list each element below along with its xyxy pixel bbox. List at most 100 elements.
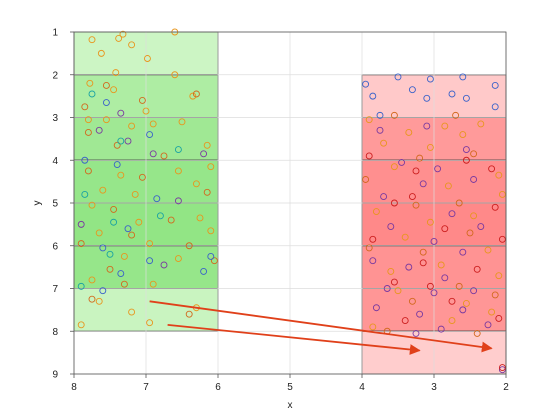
x-tick-label: 6 bbox=[215, 382, 221, 393]
data-point-orange bbox=[88, 36, 96, 44]
data-point-dark_orange bbox=[128, 231, 136, 239]
data-point-red bbox=[426, 282, 434, 290]
data-point-dark_orange bbox=[113, 141, 121, 149]
data-point-dark_orange bbox=[106, 265, 114, 273]
data-point-red bbox=[419, 259, 427, 267]
data-point-orange bbox=[459, 131, 467, 139]
data-point-dark_orange bbox=[81, 103, 89, 111]
data-point-dark_orange bbox=[455, 199, 463, 207]
data-point-orange bbox=[77, 321, 85, 329]
data-point-orange bbox=[365, 116, 373, 124]
data-point-orange bbox=[119, 30, 127, 38]
data-point-orange bbox=[441, 122, 449, 130]
data-point-orange bbox=[142, 107, 150, 115]
data-point-red bbox=[462, 156, 470, 164]
data-point-orange bbox=[426, 143, 434, 151]
data-point-orange bbox=[131, 190, 139, 198]
data-point-dark_orange bbox=[408, 297, 416, 305]
x-tick-label: 7 bbox=[143, 382, 149, 393]
data-point-purple bbox=[369, 257, 377, 265]
data-point-purple bbox=[77, 220, 85, 228]
data-point-orange bbox=[203, 141, 211, 149]
x-axis-title: x bbox=[288, 400, 293, 411]
x-tick-label: 4 bbox=[359, 382, 365, 393]
data-point-purple bbox=[462, 146, 470, 154]
data-point-dark_orange bbox=[120, 280, 128, 288]
data-point-purple bbox=[416, 310, 424, 318]
data-point-orange bbox=[115, 34, 123, 42]
data-point-purple bbox=[149, 150, 157, 158]
y-tick-label: 3 bbox=[52, 113, 58, 124]
data-point-orange bbox=[372, 208, 380, 216]
data-point-blue bbox=[124, 225, 132, 233]
data-point-purple bbox=[459, 248, 467, 256]
y-tick-label: 5 bbox=[52, 199, 58, 210]
data-point-dark_orange bbox=[110, 205, 118, 213]
data-point-orange bbox=[86, 79, 94, 87]
data-point-purple bbox=[484, 321, 492, 329]
data-point-blue bbox=[369, 92, 377, 100]
data-point-dark_orange bbox=[470, 150, 478, 158]
data-point-red bbox=[498, 235, 506, 243]
y-tick-label: 2 bbox=[52, 70, 58, 81]
data-point-dark_orange bbox=[160, 152, 168, 160]
data-point-blue bbox=[423, 94, 431, 102]
data-point-blue bbox=[81, 156, 89, 164]
data-point-blue bbox=[376, 111, 384, 119]
x-tick-label: 3 bbox=[431, 382, 437, 393]
data-point-orange bbox=[192, 180, 200, 188]
data-point-purple bbox=[372, 304, 380, 312]
data-point-orange bbox=[128, 308, 136, 316]
data-point-purple bbox=[459, 306, 467, 314]
data-point-dark_orange bbox=[84, 129, 92, 136]
arrow-1 bbox=[149, 300, 493, 353]
data-point-blue bbox=[117, 270, 125, 277]
data-point-purple bbox=[405, 263, 413, 271]
data-point-purple bbox=[419, 180, 427, 188]
data-point-teal bbox=[88, 90, 96, 98]
data-point-orange bbox=[88, 276, 96, 284]
y-axis-title: y bbox=[32, 201, 43, 206]
x-tick-label: 8 bbox=[71, 382, 77, 393]
data-point-red bbox=[495, 314, 503, 322]
data-point-blue bbox=[491, 103, 499, 111]
data-point-red bbox=[491, 203, 499, 211]
data-point-blue bbox=[200, 267, 208, 275]
y-tick-label: 4 bbox=[52, 156, 58, 167]
data-point-dark_orange bbox=[88, 295, 96, 303]
data-point-orange bbox=[128, 122, 136, 130]
data-point-purple bbox=[174, 197, 182, 205]
data-point-blue bbox=[113, 161, 121, 168]
data-point-orange bbox=[207, 163, 215, 171]
data-point-dark_orange bbox=[416, 154, 424, 162]
data-point-orange bbox=[477, 120, 485, 128]
y-tick-label: 8 bbox=[52, 327, 58, 338]
data-point-dark_orange bbox=[473, 329, 481, 337]
data-point-blue bbox=[426, 75, 434, 83]
data-point-orange bbox=[401, 233, 409, 241]
data-point-purple bbox=[380, 193, 388, 201]
data-point-teal bbox=[174, 146, 182, 154]
data-point-dark_orange bbox=[167, 216, 175, 224]
data-point-dark_orange bbox=[185, 242, 193, 250]
data-point-dark_orange bbox=[192, 90, 200, 98]
data-point-orange bbox=[178, 118, 186, 126]
data-point-red bbox=[365, 152, 373, 160]
data-point-orange bbox=[149, 280, 157, 288]
tick-labels: 8 7 6 5 4 3 2 1 2 3 4 5 6 7 8 9 bbox=[52, 28, 509, 394]
data-point-orange bbox=[128, 41, 136, 49]
data-point-blue bbox=[459, 73, 467, 81]
data-point-red bbox=[488, 165, 496, 173]
data-point-orange bbox=[495, 171, 503, 179]
data-point-dark_orange bbox=[491, 291, 499, 299]
data-point-orange bbox=[117, 171, 125, 179]
data-point-purple bbox=[200, 150, 208, 158]
data-point-orange bbox=[470, 212, 478, 220]
data-point-orange bbox=[102, 116, 110, 124]
data-point-blue bbox=[99, 244, 107, 252]
data-point-orange bbox=[88, 201, 96, 209]
arrow-2 bbox=[167, 323, 421, 355]
data-point-red bbox=[369, 235, 377, 243]
x-tick-label: 5 bbox=[287, 382, 293, 393]
data-point-red bbox=[412, 167, 420, 175]
